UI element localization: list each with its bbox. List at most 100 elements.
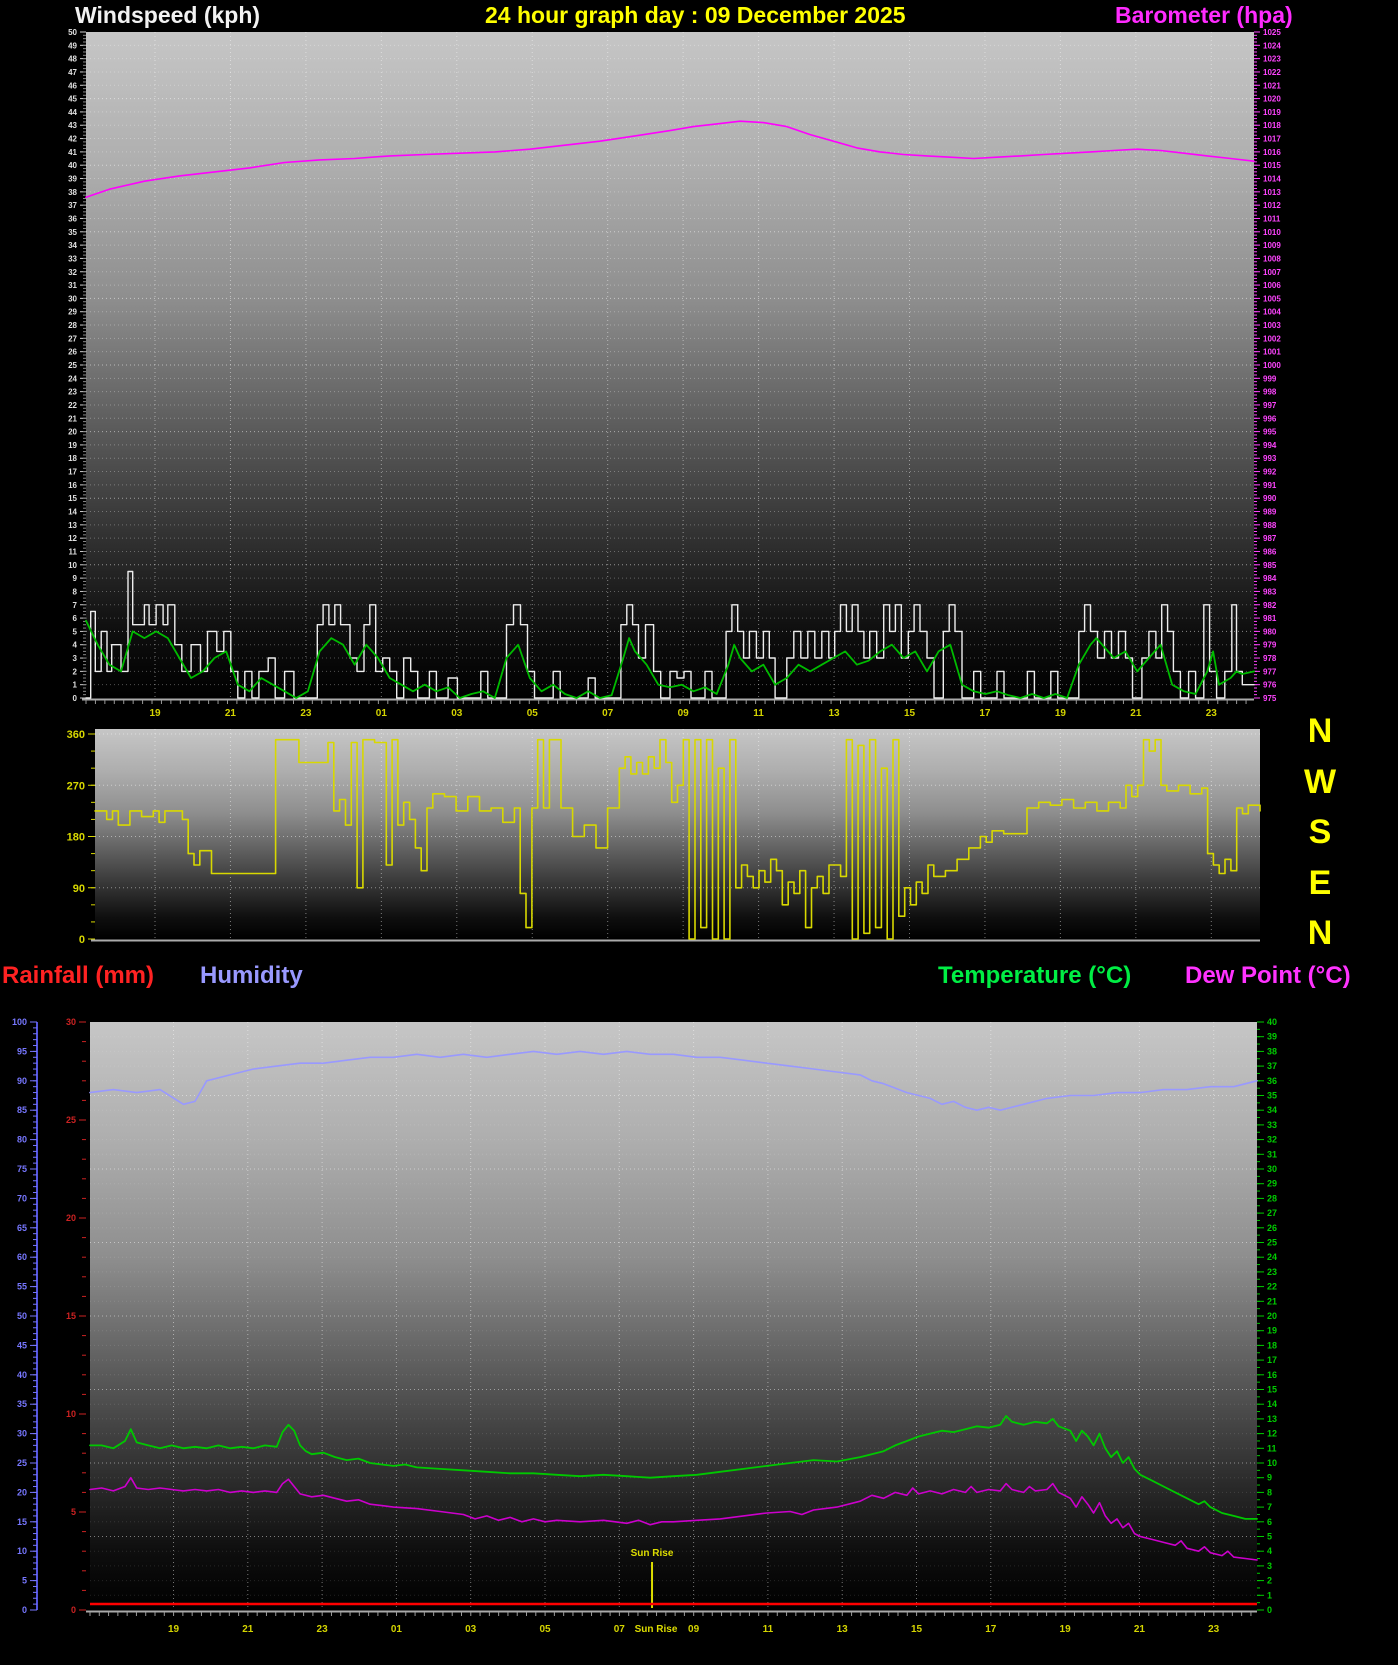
svg-text:1024: 1024	[1263, 41, 1281, 50]
dew-point-label: Dew Point (°C)	[1185, 962, 1351, 989]
svg-text:975: 975	[1263, 694, 1277, 703]
sunrise-annotation: Sun Rise	[631, 1548, 674, 1559]
barometer-title: Barometer (hpa)	[1115, 2, 1293, 28]
svg-text:23: 23	[300, 708, 312, 719]
svg-text:43: 43	[68, 121, 77, 130]
wind-direction-panel: 0 90 180 270 360	[67, 729, 1261, 946]
compass-label-south: S	[1308, 813, 1332, 851]
svg-text:42: 42	[68, 135, 77, 144]
svg-text:1006: 1006	[1263, 281, 1281, 290]
svg-text:28: 28	[68, 321, 77, 330]
svg-text:30: 30	[1267, 1164, 1277, 1174]
svg-text:18: 18	[1267, 1340, 1277, 1350]
svg-text:994: 994	[1263, 441, 1277, 450]
svg-text:32: 32	[68, 268, 77, 277]
svg-text:33: 33	[68, 254, 77, 263]
svg-text:976: 976	[1263, 681, 1277, 690]
svg-text:18: 18	[68, 454, 77, 463]
svg-text:997: 997	[1263, 401, 1277, 410]
svg-text:14: 14	[1267, 1399, 1277, 1409]
svg-text:75: 75	[17, 1164, 27, 1174]
svg-text:1005: 1005	[1263, 294, 1281, 303]
svg-text:30: 30	[17, 1429, 27, 1439]
svg-text:2: 2	[1267, 1576, 1272, 1586]
windspeed-title: Windspeed (kph)	[75, 2, 261, 28]
svg-text:360: 360	[67, 729, 85, 741]
compass-label-north2: N	[1307, 914, 1333, 952]
svg-text:6: 6	[1267, 1517, 1272, 1527]
svg-text:979: 979	[1263, 641, 1277, 650]
svg-text:180: 180	[67, 832, 85, 844]
svg-text:36: 36	[68, 214, 77, 223]
svg-text:1004: 1004	[1263, 308, 1281, 317]
graph-day-title: 24 hour graph day : 09 December 2025	[485, 2, 906, 28]
svg-text:17: 17	[985, 1624, 997, 1635]
svg-text:29: 29	[68, 308, 77, 317]
svg-text:5: 5	[22, 1576, 27, 1586]
svg-text:13: 13	[837, 1624, 849, 1635]
svg-text:07: 07	[614, 1624, 626, 1635]
svg-text:01: 01	[391, 1624, 403, 1635]
svg-text:991: 991	[1263, 481, 1277, 490]
svg-text:15: 15	[1267, 1385, 1277, 1395]
svg-text:983: 983	[1263, 587, 1277, 596]
svg-text:19: 19	[1267, 1326, 1277, 1336]
svg-text:30: 30	[68, 294, 77, 303]
svg-text:27: 27	[1267, 1208, 1277, 1218]
svg-text:09: 09	[678, 708, 690, 719]
svg-text:50: 50	[68, 28, 77, 37]
svg-text:60: 60	[17, 1252, 27, 1262]
svg-text:50: 50	[17, 1311, 27, 1321]
svg-text:20: 20	[1267, 1311, 1277, 1321]
svg-text:01: 01	[376, 708, 388, 719]
svg-text:1008: 1008	[1263, 254, 1281, 263]
svg-text:05: 05	[527, 708, 539, 719]
svg-text:1013: 1013	[1263, 188, 1281, 197]
svg-text:16: 16	[68, 481, 77, 490]
svg-text:1011: 1011	[1263, 214, 1281, 223]
svg-text:978: 978	[1263, 654, 1277, 663]
svg-text:999: 999	[1263, 374, 1277, 383]
compass-label-east: E	[1308, 864, 1332, 902]
sunrise-axis-label: Sun Rise	[635, 1624, 678, 1635]
svg-text:34: 34	[68, 241, 77, 250]
svg-text:80: 80	[17, 1135, 27, 1145]
svg-text:27: 27	[68, 334, 77, 343]
svg-text:03: 03	[451, 708, 463, 719]
svg-text:15: 15	[904, 708, 916, 719]
svg-text:3: 3	[1267, 1561, 1272, 1571]
svg-text:21: 21	[68, 414, 77, 423]
svg-text:11: 11	[69, 547, 78, 556]
svg-text:29: 29	[1267, 1179, 1277, 1189]
svg-text:1: 1	[1267, 1590, 1272, 1600]
svg-text:270: 270	[67, 780, 85, 792]
svg-text:13: 13	[1267, 1414, 1277, 1424]
svg-text:1014: 1014	[1263, 175, 1281, 184]
svg-text:21: 21	[242, 1624, 254, 1635]
svg-text:17: 17	[68, 468, 77, 477]
svg-text:5: 5	[71, 1507, 76, 1517]
svg-text:7: 7	[1267, 1502, 1272, 1512]
svg-text:1003: 1003	[1263, 321, 1281, 330]
svg-text:20: 20	[68, 428, 77, 437]
svg-text:47: 47	[68, 68, 77, 77]
svg-text:1023: 1023	[1263, 55, 1281, 64]
svg-text:8: 8	[1267, 1487, 1272, 1497]
svg-text:40: 40	[17, 1370, 27, 1380]
compass-label-west: W	[1303, 763, 1337, 801]
svg-text:2: 2	[73, 667, 78, 676]
svg-text:15: 15	[68, 494, 77, 503]
svg-text:1015: 1015	[1263, 161, 1281, 170]
svg-text:5: 5	[73, 627, 78, 636]
svg-text:100: 100	[12, 1017, 27, 1027]
svg-text:10: 10	[68, 561, 77, 570]
svg-text:998: 998	[1263, 388, 1277, 397]
svg-text:17: 17	[1267, 1355, 1277, 1365]
svg-text:1007: 1007	[1263, 268, 1281, 277]
svg-text:34: 34	[1267, 1105, 1277, 1115]
windspeed-barometer-panel: 0123456789101112131415161718192021222324…	[68, 28, 1281, 719]
svg-text:30: 30	[66, 1017, 76, 1027]
svg-text:0: 0	[71, 1605, 76, 1615]
svg-text:5: 5	[1267, 1532, 1272, 1542]
svg-text:12: 12	[68, 534, 77, 543]
